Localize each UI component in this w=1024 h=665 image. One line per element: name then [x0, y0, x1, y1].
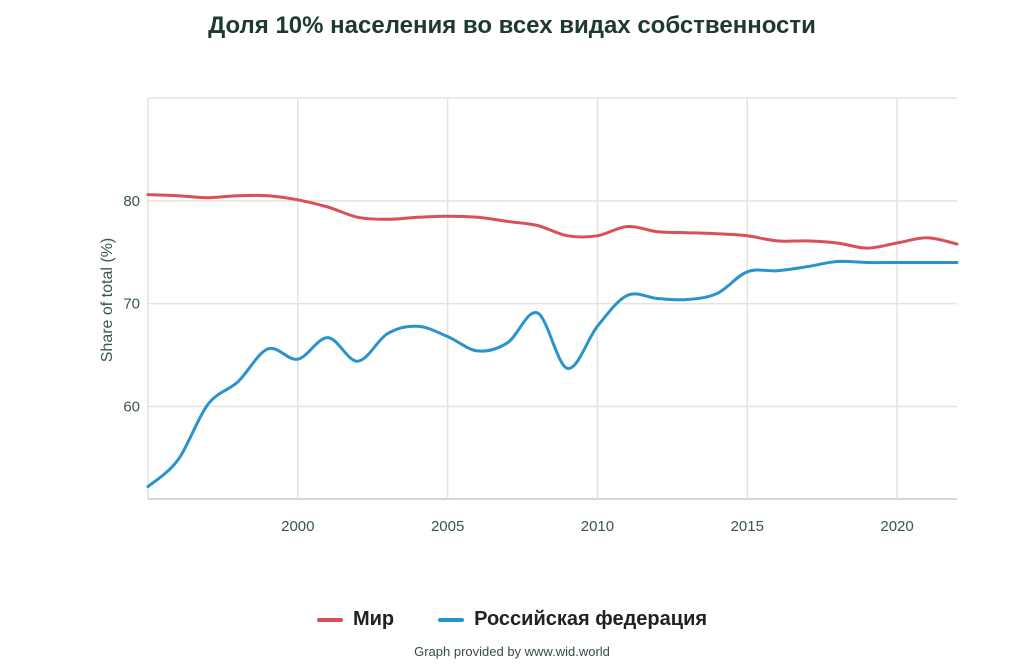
credit-text[interactable]: Graph provided by www.wid.world: [414, 644, 610, 659]
x-tick-label: 2000: [281, 518, 314, 535]
series-lines: [146, 193, 959, 489]
y-axis-title: Share of total (%): [99, 238, 116, 363]
x-tick-label: 2015: [731, 518, 764, 535]
chart-title: Доля 10% населения во всех видах собстве…: [208, 12, 816, 39]
x-tick-label: 2005: [431, 518, 464, 535]
legend-label-russia: Российская федерация: [474, 608, 708, 630]
legend-label-world: Мир: [352, 608, 395, 630]
tick-labels: 2000 2005 2010 2015 2020 60 70 80: [123, 193, 913, 535]
legend-item-russia[interactable]: Российская федерация: [438, 608, 707, 631]
y-tick-label: 70: [123, 296, 140, 313]
series-line-russia: [146, 259, 959, 489]
x-tick-label: 2020: [880, 518, 913, 535]
legend-swatch-russia: [438, 617, 465, 622]
legend: Мир Российская федерация: [0, 608, 1024, 631]
legend-swatch-world: [316, 617, 343, 622]
x-tick-label: 2010: [581, 518, 614, 535]
y-tick-label: 60: [123, 398, 140, 415]
series-line-world: [146, 193, 959, 250]
grid: [147, 97, 957, 500]
y-tick-label: 80: [123, 193, 140, 210]
legend-item-world[interactable]: Мир: [316, 608, 395, 631]
